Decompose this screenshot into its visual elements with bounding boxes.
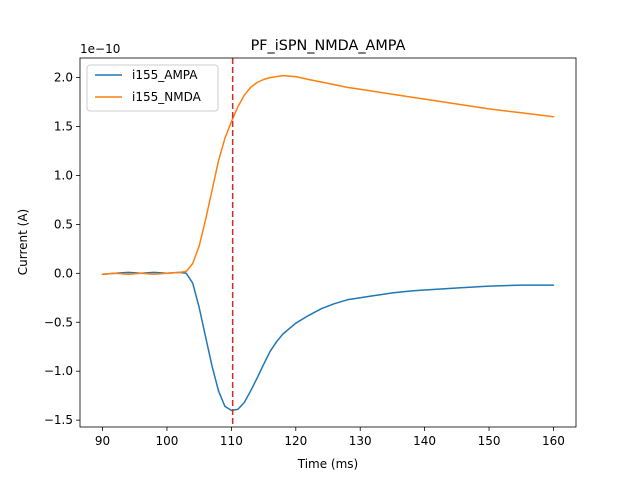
x-tick-label: 100 bbox=[156, 434, 179, 448]
axes-frame bbox=[79, 57, 577, 428]
legend-label-nmda: i155_NMDA bbox=[132, 90, 202, 104]
y-tick-label: −1.0 bbox=[44, 364, 73, 378]
y-tick-label: 2.0 bbox=[54, 71, 73, 85]
y-tick-label: 1.5 bbox=[54, 120, 73, 134]
y-tick-label: −1.5 bbox=[44, 413, 73, 427]
y-tick-label: 0.0 bbox=[54, 266, 73, 280]
x-tick-label: 150 bbox=[478, 434, 501, 448]
x-tick-label: 110 bbox=[220, 434, 243, 448]
x-tick-label: 90 bbox=[95, 434, 110, 448]
x-axis-label: Time (ms) bbox=[297, 457, 359, 471]
chart-title: PF_iSPN_NMDA_AMPA bbox=[251, 38, 406, 54]
legend: i155_AMPA i155_NMDA bbox=[86, 64, 219, 112]
y-axis-offset-label: 1e−10 bbox=[80, 42, 120, 56]
y-axis-ticks: −1.5 −1.0 −0.5 0.0 0.5 1.0 1.5 2.0 bbox=[44, 71, 80, 427]
x-tick-label: 140 bbox=[413, 434, 436, 448]
legend-box bbox=[86, 64, 219, 112]
y-axis-label: Current (A) bbox=[16, 209, 30, 275]
y-tick-label: 1.0 bbox=[54, 168, 73, 182]
series-layer bbox=[101, 58, 555, 427]
x-tick-label: 130 bbox=[349, 434, 372, 448]
x-axis-ticks: 90 100 110 120 130 140 150 160 bbox=[95, 427, 565, 448]
plot-area bbox=[79, 57, 577, 428]
y-tick-label: 0.5 bbox=[54, 217, 73, 231]
legend-label-ampa: i155_AMPA bbox=[132, 68, 198, 82]
x-tick-label: 160 bbox=[542, 434, 565, 448]
y-tick-label: −0.5 bbox=[44, 315, 73, 329]
x-tick-label: 120 bbox=[284, 434, 307, 448]
series-line-i155-nmda bbox=[101, 74, 555, 276]
